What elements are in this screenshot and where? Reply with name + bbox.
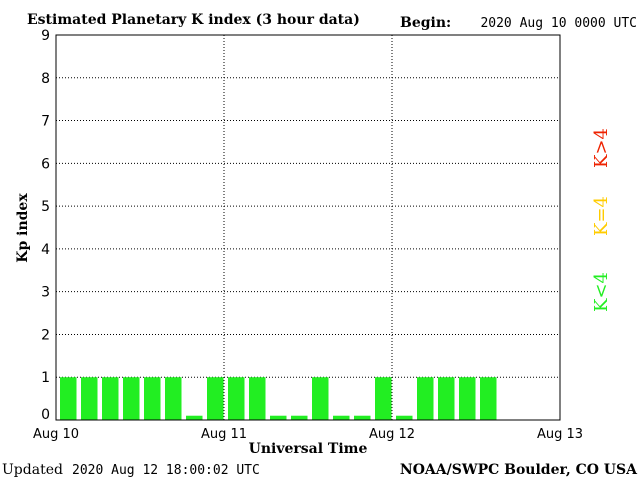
kp-bar (396, 415, 413, 420)
source-credit: NOAA/SWPC Boulder, CO USA (400, 462, 638, 478)
x-tick-label: Aug 10 (33, 427, 79, 442)
begin-label: Begin: (400, 15, 451, 31)
kp-bar (459, 377, 476, 420)
y-tick-label: 7 (41, 114, 50, 130)
kp-bar (102, 377, 119, 420)
kp-bar (312, 377, 329, 420)
kp-bar (438, 377, 455, 420)
kp-bar (354, 415, 371, 420)
legend-low: K<4 (591, 272, 612, 312)
updated-label: Updated (2, 462, 63, 478)
bars (60, 377, 497, 420)
kp-bar (207, 377, 224, 420)
x-tick-label: Aug 13 (537, 427, 583, 442)
kp-bar (144, 377, 161, 420)
kp-bar (81, 377, 98, 420)
grid (56, 34, 560, 420)
updated-value: 2020 Aug 12 18:00:02 UTC (72, 463, 260, 478)
y-tick-label: 6 (41, 156, 50, 172)
kp-bar (249, 377, 266, 420)
y-tick-labels: 0 1 2 3 4 5 6 7 8 9 (41, 28, 50, 423)
legend-mid: K=4 (591, 196, 612, 236)
legend-high: K>4 (591, 128, 612, 168)
y-axis-label: Kp index (15, 193, 31, 263)
plot-frame (55, 34, 561, 421)
y-tick-label: 5 (41, 199, 50, 215)
x-tick-label: Aug 11 (201, 427, 247, 442)
begin-value: 2020 Aug 10 0000 UTC (480, 16, 637, 31)
y-tick-label: 2 (41, 327, 50, 343)
kp-bar (480, 377, 497, 420)
kp-bar (123, 377, 140, 420)
kp-bar (60, 377, 77, 420)
x-tick-label: Aug 12 (369, 427, 415, 442)
y-tick-label: 0 (41, 407, 50, 423)
y-tick-label: 8 (41, 71, 50, 87)
kp-bar (291, 415, 308, 420)
kp-bar (375, 377, 392, 420)
y-tick-label: 9 (41, 28, 50, 44)
kp-bar (186, 415, 203, 420)
x-axis-label: Universal Time (249, 441, 368, 457)
kp-bar (228, 377, 245, 420)
kp-bar (333, 415, 350, 420)
y-tick-label: 3 (41, 285, 50, 301)
kp-bar (165, 377, 182, 420)
x-tick-labels: Aug 10 Aug 11 Aug 12 Aug 13 (33, 427, 583, 442)
y-tick-label: 1 (41, 370, 50, 386)
y-tick-label: 4 (41, 242, 50, 258)
chart-title: Estimated Planetary K index (3 hour data… (27, 12, 360, 28)
kp-bar (270, 415, 287, 420)
kp-bar (417, 377, 434, 420)
